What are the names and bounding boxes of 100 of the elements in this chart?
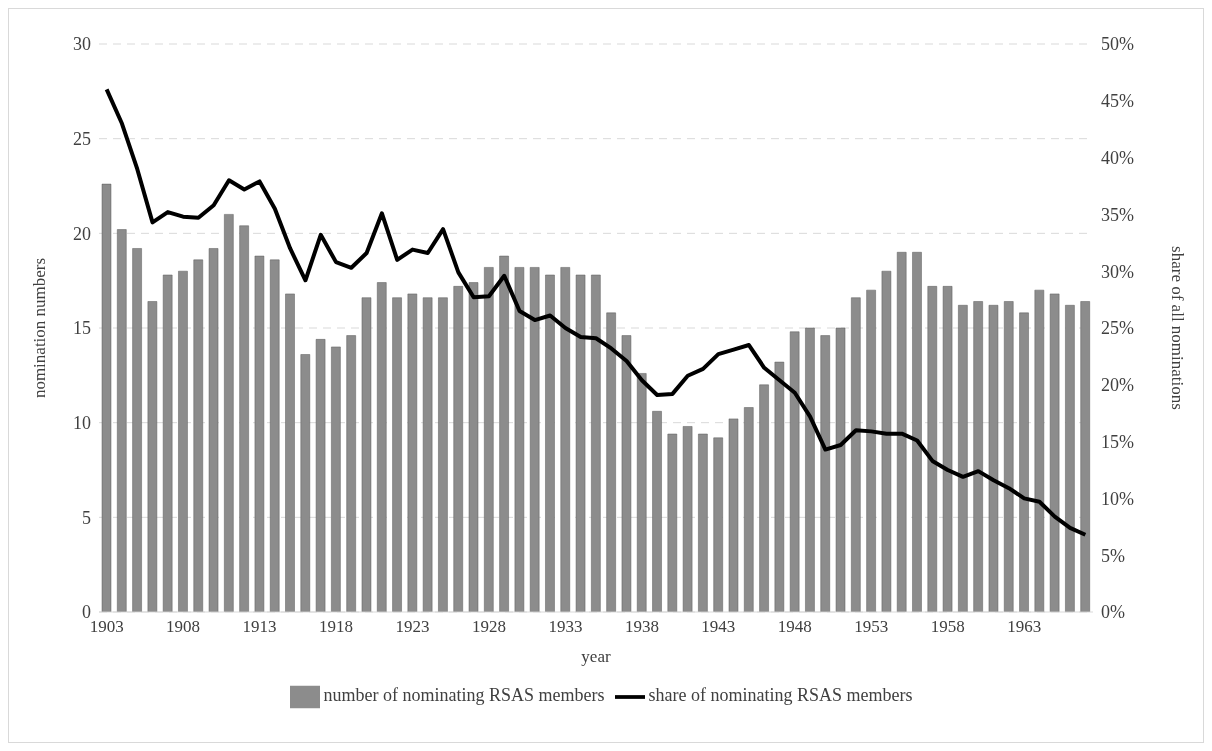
bar <box>254 255 265 612</box>
y-tick-label: 30 <box>73 34 91 55</box>
bar <box>575 274 586 612</box>
x-axis-title: year <box>581 647 611 666</box>
x-tick-label: 1938 <box>624 617 659 637</box>
y2-tick-label: 5% <box>1101 545 1125 566</box>
bar <box>361 297 372 612</box>
bar <box>1065 305 1075 612</box>
y2-tick-label: 45% <box>1101 91 1134 112</box>
x-tick-label: 1943 <box>701 617 736 637</box>
y2-tick-label: 0% <box>1101 602 1125 623</box>
y-tick-label: 0 <box>82 602 91 623</box>
y2-axis-title: share of all nominations <box>1167 246 1187 410</box>
x-tick-label: 1948 <box>777 617 812 637</box>
bar <box>1019 312 1029 612</box>
y-tick-label: 5 <box>82 507 91 528</box>
bar <box>835 327 846 612</box>
bar <box>636 373 647 612</box>
y-tick-label: 10 <box>73 413 91 434</box>
bar <box>239 225 249 612</box>
bar <box>1049 293 1060 612</box>
x-tick-label: 1933 <box>548 617 583 637</box>
x-tick-label: 1908 <box>166 617 201 637</box>
x-tick-label: 1918 <box>319 617 354 637</box>
bar <box>698 433 708 612</box>
bar <box>193 259 203 612</box>
bar <box>759 384 769 612</box>
bar <box>652 411 662 612</box>
bar <box>101 183 112 612</box>
y-tick-label: 25 <box>73 129 91 150</box>
bar <box>728 418 739 612</box>
bar <box>560 267 571 612</box>
bar <box>377 282 387 612</box>
x-tick-label: 1913 <box>242 617 277 637</box>
x-tick-label: 1963 <box>1007 617 1042 637</box>
bar <box>881 270 892 612</box>
bar <box>896 252 907 612</box>
bar <box>438 297 448 612</box>
x-tick-label: 1953 <box>854 617 889 637</box>
y-tick-label: 15 <box>73 318 91 339</box>
bar <box>529 267 540 612</box>
bar <box>912 252 922 612</box>
bar <box>346 335 356 612</box>
bar <box>162 274 173 612</box>
bar <box>132 248 142 612</box>
bar <box>422 297 433 612</box>
bar <box>514 267 525 612</box>
bar <box>545 274 555 612</box>
bar <box>208 248 219 612</box>
bar <box>927 286 938 612</box>
bar <box>591 274 601 612</box>
bar <box>392 297 402 612</box>
bar <box>300 354 311 612</box>
bar <box>851 297 861 612</box>
y2-tick-label: 35% <box>1101 204 1134 225</box>
bar <box>331 346 341 612</box>
bar <box>285 293 295 612</box>
bar <box>682 426 693 612</box>
y2-tick-label: 30% <box>1101 261 1134 282</box>
y2-tick-label: 40% <box>1101 147 1134 168</box>
bar <box>147 301 158 612</box>
y2-tick-label: 10% <box>1101 488 1134 509</box>
bar <box>117 229 127 612</box>
bar <box>1034 289 1045 612</box>
bar <box>744 407 754 612</box>
bar <box>453 286 463 612</box>
y-axis-title: nomination numbers <box>30 257 50 399</box>
line-series <box>104 87 1088 537</box>
x-tick-label: 1903 <box>89 617 124 637</box>
y-tick-label: 20 <box>73 223 91 244</box>
legend-label: number of nominating RSAS members <box>323 685 605 706</box>
bar <box>1080 301 1090 612</box>
bar <box>178 270 188 612</box>
legend-label: share of nominating RSAS members <box>648 685 913 706</box>
bar <box>667 433 678 612</box>
bar <box>269 259 280 612</box>
bar <box>942 286 953 612</box>
bar <box>1004 301 1014 612</box>
bar <box>805 327 815 612</box>
bar <box>713 437 723 612</box>
y2-tick-label: 50% <box>1101 34 1134 55</box>
x-tick-label: 1923 <box>395 617 430 637</box>
y2-tick-label: 25% <box>1101 318 1134 339</box>
bar <box>484 267 494 612</box>
bar <box>606 312 616 612</box>
bar <box>407 293 418 612</box>
x-tick-label: 1928 <box>471 617 506 637</box>
y2-tick-label: 20% <box>1101 375 1134 396</box>
x-tick-label: 1958 <box>930 617 965 637</box>
bar <box>973 301 983 612</box>
bar <box>789 331 800 612</box>
bar <box>499 255 509 612</box>
bar <box>958 305 968 612</box>
bar <box>988 305 999 612</box>
bar <box>468 282 479 612</box>
bar <box>774 361 785 612</box>
bar <box>866 289 876 612</box>
bar <box>315 339 326 612</box>
bar <box>224 214 234 612</box>
bar <box>621 335 632 612</box>
